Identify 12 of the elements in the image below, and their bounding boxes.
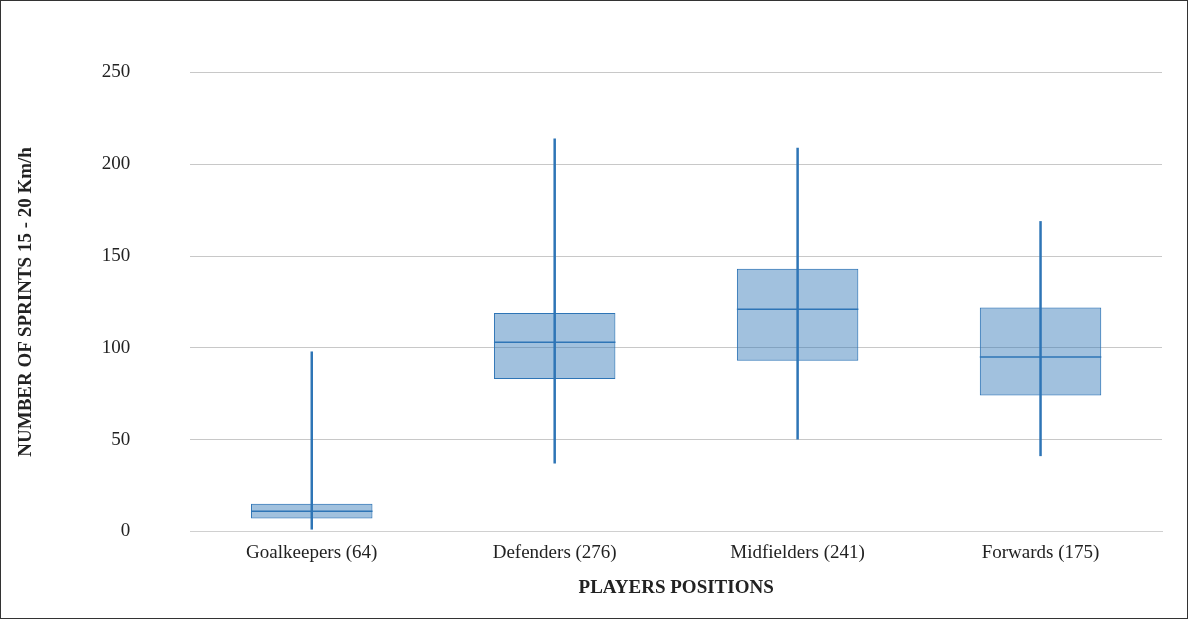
x-tick-label: Forwards (175) — [981, 540, 1100, 563]
x-axis-title: PLAYERS POSITIONS — [578, 575, 774, 597]
x-tick-label: Midfielders (241) — [730, 540, 865, 563]
y-tick-label: 50 — [111, 427, 131, 449]
y-tick-label: 100 — [101, 335, 131, 357]
y-tick-label: 250 — [101, 60, 131, 82]
x-tick-label: Defenders (276) — [492, 540, 617, 563]
y-axis-title: NUMBER OF SPRINTS 15 - 20 Km/h — [14, 146, 36, 457]
y-tick-label: 200 — [101, 152, 131, 174]
y-tick-label: 150 — [101, 243, 131, 265]
y-tick-label: 0 — [120, 519, 131, 541]
x-tick-label: Goalkeepers (64) — [246, 540, 378, 563]
